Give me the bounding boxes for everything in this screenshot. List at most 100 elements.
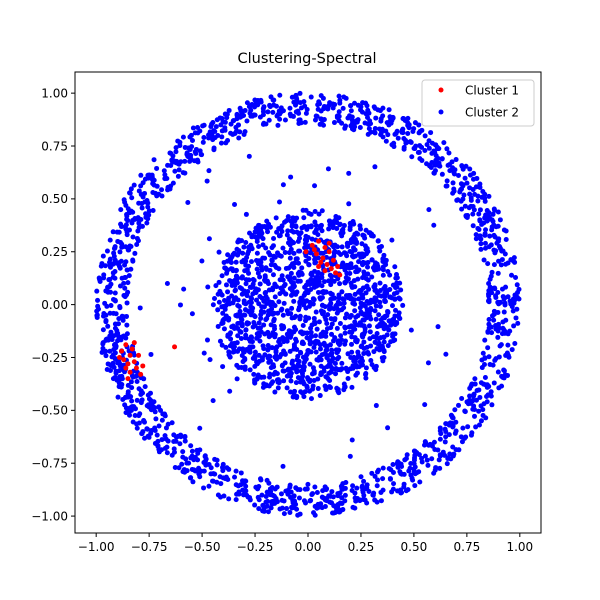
cluster-2-point bbox=[513, 275, 519, 281]
cluster-1-point bbox=[131, 359, 137, 365]
cluster-2-point bbox=[470, 223, 476, 229]
cluster-2-point bbox=[372, 282, 378, 288]
cluster-2-point bbox=[298, 105, 304, 111]
cluster-2-point bbox=[482, 232, 488, 238]
cluster-2-point bbox=[460, 182, 466, 188]
cluster-2-point bbox=[447, 168, 453, 174]
cluster-1-point bbox=[125, 376, 131, 382]
cluster-2-point bbox=[257, 476, 263, 482]
cluster-2-point bbox=[378, 293, 384, 299]
cluster-2-point bbox=[309, 236, 315, 242]
cluster-2-point bbox=[377, 304, 383, 309]
cluster-2-point bbox=[443, 421, 449, 427]
cluster-2-point bbox=[348, 323, 354, 329]
cluster-2-point bbox=[483, 415, 489, 421]
cluster-2-point bbox=[101, 275, 107, 281]
cluster-2-point bbox=[399, 127, 405, 133]
cluster-2-point bbox=[296, 495, 302, 501]
cluster-2-point bbox=[343, 251, 349, 257]
cluster-2-point bbox=[433, 465, 439, 471]
cluster-2-point bbox=[444, 146, 450, 152]
cluster-2-point bbox=[168, 183, 174, 189]
cluster-2-point bbox=[353, 269, 359, 275]
cluster-2-point bbox=[94, 288, 100, 294]
cluster-2-point bbox=[328, 296, 334, 302]
cluster-2-point bbox=[313, 113, 319, 119]
cluster-1-point bbox=[121, 357, 127, 363]
cluster-2-point bbox=[372, 164, 378, 170]
cluster-2-point bbox=[509, 347, 515, 353]
cluster-2-point bbox=[296, 304, 302, 310]
cluster-2-point bbox=[473, 236, 479, 242]
cluster-2-point bbox=[190, 479, 196, 485]
cluster-2-point bbox=[274, 113, 280, 119]
cluster-2-point bbox=[243, 483, 249, 489]
cluster-2-point bbox=[231, 297, 237, 303]
cluster-2-point bbox=[243, 258, 249, 264]
cluster-2-point bbox=[336, 109, 342, 115]
cluster-2-point bbox=[348, 312, 354, 318]
cluster-2-point bbox=[349, 264, 355, 270]
cluster-2-point bbox=[112, 275, 118, 281]
cluster-2-point bbox=[495, 270, 501, 276]
cluster-2-point bbox=[336, 501, 342, 507]
cluster-2-point bbox=[417, 479, 423, 485]
cluster-2-point bbox=[304, 330, 310, 336]
cluster-2-point bbox=[479, 357, 485, 363]
cluster-2-point bbox=[286, 328, 292, 334]
cluster-2-point bbox=[342, 384, 348, 390]
cluster-2-point bbox=[446, 150, 452, 156]
cluster-2-point bbox=[446, 432, 452, 438]
cluster-2-point bbox=[365, 277, 371, 283]
cluster-2-point bbox=[313, 333, 319, 339]
cluster-2-point bbox=[261, 298, 267, 304]
cluster-2-point bbox=[267, 102, 273, 108]
cluster-2-point bbox=[361, 233, 367, 239]
cluster-2-point bbox=[487, 233, 493, 239]
cluster-2-point bbox=[309, 492, 315, 498]
cluster-2-point bbox=[192, 468, 198, 474]
cluster-2-point bbox=[129, 398, 135, 404]
cluster-2-point bbox=[344, 263, 350, 269]
cluster-2-point bbox=[456, 447, 462, 453]
cluster-2-point bbox=[281, 378, 287, 384]
cluster-2-point bbox=[482, 240, 488, 246]
cluster-2-point bbox=[373, 115, 379, 121]
cluster-2-point bbox=[103, 353, 109, 359]
cluster-2-point bbox=[333, 219, 339, 225]
cluster-2-point bbox=[146, 396, 152, 402]
cluster-2-point bbox=[108, 281, 114, 287]
cluster-2-point bbox=[217, 338, 223, 344]
cluster-2-point bbox=[245, 308, 251, 314]
cluster-2-point bbox=[464, 399, 470, 405]
cluster-2-point bbox=[235, 333, 241, 339]
cluster-2-point bbox=[117, 374, 123, 380]
cluster-2-point bbox=[282, 281, 288, 287]
cluster-2-point bbox=[459, 439, 465, 445]
cluster-2-point bbox=[452, 407, 458, 413]
cluster-2-point bbox=[327, 218, 333, 224]
cluster-2-point bbox=[352, 124, 358, 130]
x-tick-label: 0.00 bbox=[295, 540, 322, 554]
cluster-2-point bbox=[100, 253, 106, 259]
cluster-2-point bbox=[274, 229, 280, 235]
cluster-2-point bbox=[376, 126, 382, 132]
cluster-2-point bbox=[123, 259, 129, 265]
cluster-2-point bbox=[364, 315, 370, 321]
cluster-2-point bbox=[349, 384, 355, 390]
x-tick-label: 0.75 bbox=[454, 540, 481, 554]
cluster-2-point bbox=[266, 353, 272, 359]
cluster-2-point bbox=[489, 402, 495, 408]
cluster-2-point bbox=[254, 236, 260, 242]
cluster-2-point bbox=[431, 222, 437, 228]
cluster-2-point bbox=[444, 461, 450, 467]
cluster-2-point bbox=[304, 287, 310, 293]
cluster-2-point bbox=[298, 376, 304, 382]
cluster-2-point bbox=[287, 105, 293, 111]
cluster-2-point bbox=[381, 347, 387, 353]
x-tick-label: −0.75 bbox=[131, 540, 168, 554]
cluster-2-point bbox=[466, 205, 472, 211]
cluster-1-point bbox=[116, 354, 122, 360]
cluster-2-point bbox=[144, 198, 150, 204]
